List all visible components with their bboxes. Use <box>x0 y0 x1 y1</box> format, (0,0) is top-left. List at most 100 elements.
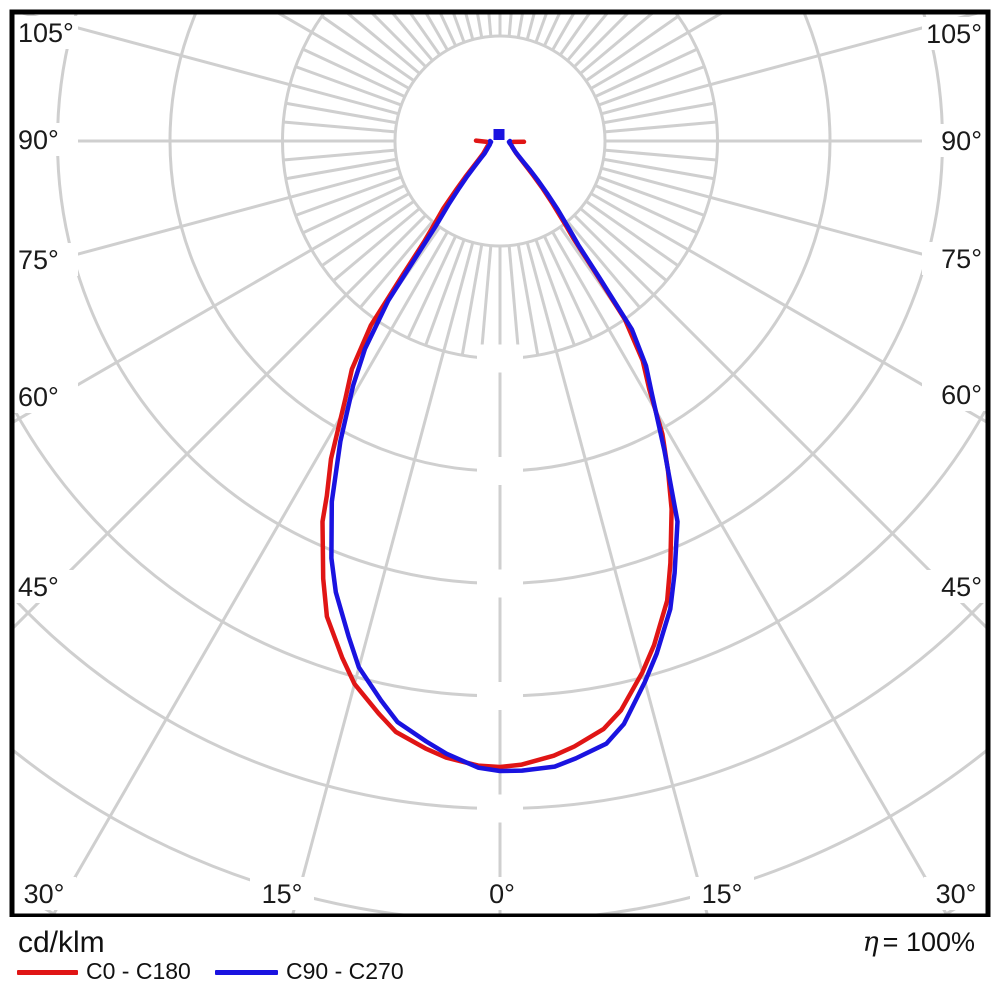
grid-tick <box>603 101 715 125</box>
ring-value-blank-box <box>477 457 523 485</box>
grid-tick <box>543 14 561 47</box>
angle-label: 15° <box>702 879 743 909</box>
angle-label-box <box>922 124 986 157</box>
grid-tick <box>516 244 540 356</box>
grid-tick <box>585 15 680 83</box>
angle-label-box <box>922 378 986 411</box>
grid-tick <box>320 15 415 83</box>
legend-swatch-c0-c180 <box>17 970 78 975</box>
angle-label: 0° <box>489 879 515 909</box>
curve-c0-c180 <box>320 138 674 770</box>
angle-labels: 105° 90° 75° 60° 45° 105° 90° 75° 60° 45° 30° 15° 0°… <box>12 16 988 910</box>
curve-apex-marker <box>493 129 505 140</box>
angle-label: 45° <box>18 572 59 602</box>
grid-tick <box>594 184 698 235</box>
legend-label-c0-c180: C0 - C180 <box>86 958 191 984</box>
grid-tick <box>479 245 493 358</box>
grid-tick <box>566 14 609 62</box>
angle-label: 60° <box>18 382 59 412</box>
angle-label: 30° <box>936 879 977 909</box>
curve-c90-c270 <box>329 138 680 774</box>
angle-label: 30° <box>24 879 65 909</box>
grid-tick <box>604 120 717 134</box>
grid-tick <box>285 157 397 181</box>
grid-tick <box>359 220 434 309</box>
angle-label: 105° <box>18 18 74 48</box>
grid-tick <box>424 239 466 346</box>
angle-label: 60° <box>941 380 982 410</box>
grid-tick <box>285 101 397 125</box>
angle-label-box <box>922 570 986 603</box>
grid-spoke <box>14 214 427 630</box>
angle-label: 90° <box>941 126 982 156</box>
angle-label-box <box>922 242 986 275</box>
plot-frame <box>9 9 991 919</box>
grid-tick <box>476 14 484 38</box>
grid-tick <box>507 245 521 358</box>
grid-tick <box>295 175 402 217</box>
grid-spoke <box>601 166 986 273</box>
grid-tick <box>507 14 513 37</box>
grid-tick <box>283 120 396 134</box>
grid-spoke <box>14 166 399 273</box>
grid-tick <box>302 184 406 235</box>
angle-label-box <box>14 16 78 49</box>
grid-tick <box>566 220 641 309</box>
grid-tick <box>409 14 442 56</box>
ring-value-blank-box <box>477 682 523 710</box>
grid-spoke <box>20 14 399 116</box>
legend-label-c90-c270: C90 - C270 <box>286 958 404 984</box>
grid-tick <box>295 65 402 107</box>
grid-tick <box>558 14 591 56</box>
ring-value-blank-box <box>477 344 523 373</box>
angle-label-box <box>924 877 988 910</box>
angle-label-box <box>14 380 78 413</box>
angle-label-box <box>14 570 78 603</box>
angle-label: 45° <box>941 572 982 602</box>
angle-label-box <box>250 877 314 910</box>
grid-spoke <box>525 242 709 914</box>
angle-label: 15° <box>262 879 303 909</box>
grid-tick <box>346 14 421 75</box>
grid-spoke <box>590 192 986 424</box>
grid-tick <box>579 14 654 75</box>
angle-label-box <box>12 877 76 910</box>
angle-label: 105° <box>926 19 982 49</box>
grid-tick <box>406 235 457 339</box>
angle-label: 90° <box>18 125 59 155</box>
legend: cd/klm C0 - C180 C90 - C270 η = 100% <box>0 917 1000 1000</box>
grid-tick <box>391 14 434 62</box>
grid-spoke <box>551 231 949 914</box>
grid-tick <box>534 14 548 43</box>
eta-value: = 100% <box>882 927 975 957</box>
grid-tick <box>452 14 466 43</box>
grid-ring <box>393 34 607 248</box>
angle-label: 75° <box>18 245 59 275</box>
efficiency-label: η = 100% <box>862 927 975 958</box>
intensity-curves <box>320 129 680 774</box>
grid-spoke <box>601 14 980 116</box>
grid-spoke <box>14 192 410 424</box>
grid-tick <box>594 47 698 98</box>
grid-tick <box>283 148 396 162</box>
grid-tick <box>598 65 705 107</box>
angle-label-box <box>14 243 78 276</box>
grid-tick <box>603 157 715 181</box>
grid-tick <box>516 14 524 38</box>
eta-symbol: η <box>862 927 879 958</box>
ring-value-blank-box <box>477 569 523 598</box>
grid-tick <box>579 207 668 282</box>
grid-tick <box>585 199 680 267</box>
angle-label-box <box>690 877 754 910</box>
unit-label: cd/klm <box>18 926 105 959</box>
grid-tick <box>604 148 717 162</box>
grid-tick <box>543 235 594 339</box>
grid-spoke <box>573 214 986 630</box>
angle-label: 75° <box>941 244 982 274</box>
legend-swatch-c90-c270 <box>215 970 278 975</box>
grid-spoke <box>291 242 475 914</box>
grid-tick <box>439 14 457 47</box>
grid-tick <box>332 207 421 282</box>
angle-label-box <box>470 877 534 910</box>
